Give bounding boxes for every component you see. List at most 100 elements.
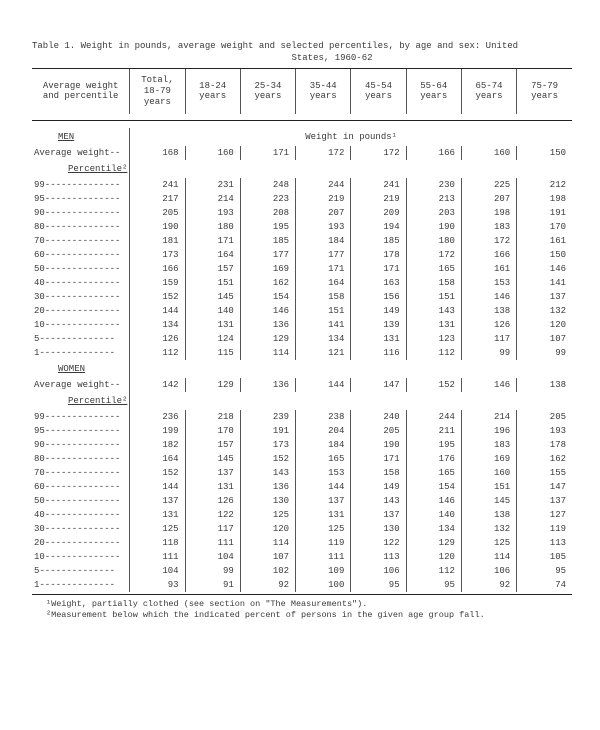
table-row: 70--------------152137143153158165160155 (32, 466, 572, 480)
row-label: 90-------------- (32, 438, 130, 452)
table-row: 30--------------152145154158156151146137 (32, 290, 572, 304)
age-header: 35-44years (296, 69, 351, 113)
cell: 164 (130, 452, 185, 466)
cell: 115 (185, 346, 240, 360)
row-label: 95-------------- (32, 192, 130, 206)
table-row: 50--------------166157169171171165161146 (32, 262, 572, 276)
cell: 104 (130, 564, 185, 578)
cell: 207 (461, 192, 516, 206)
cell: 120 (517, 318, 572, 332)
header-firstcol-l1: Average weight (43, 81, 119, 91)
cell: 205 (351, 424, 406, 438)
cell: 145 (185, 452, 240, 466)
cell: 231 (185, 178, 240, 192)
cell: 244 (296, 178, 351, 192)
cell: 137 (296, 494, 351, 508)
cell: 134 (296, 332, 351, 346)
row-label: 5-------------- (32, 564, 130, 578)
cell: 117 (461, 332, 516, 346)
cell: 198 (461, 206, 516, 220)
cell: 130 (351, 522, 406, 536)
unit-line (130, 360, 572, 378)
cell: 125 (240, 508, 295, 522)
cell: 142 (130, 378, 185, 392)
table-row: 20--------------118111114119122129125113 (32, 536, 572, 550)
cell: 156 (351, 290, 406, 304)
cell: 195 (240, 220, 295, 234)
table-row: 30--------------125117120125130134132119 (32, 522, 572, 536)
table-row: 90--------------182157173184190195183178 (32, 438, 572, 452)
unit-line (130, 160, 572, 178)
cell: 127 (517, 508, 572, 522)
cell: 182 (130, 438, 185, 452)
cell: 155 (517, 466, 572, 480)
table-row: 60--------------144131136144149154151147 (32, 480, 572, 494)
cell: 241 (351, 178, 406, 192)
table-row: 20--------------144140146151149143138132 (32, 304, 572, 318)
cell: 172 (406, 248, 461, 262)
header-row: Average weight and percentile Total,18-7… (32, 69, 572, 113)
cell: 114 (461, 550, 516, 564)
cell: 130 (240, 494, 295, 508)
cell: 152 (240, 452, 295, 466)
cell: 147 (517, 480, 572, 494)
cell: 166 (406, 146, 461, 160)
cell: 113 (351, 550, 406, 564)
cell: 111 (296, 550, 351, 564)
cell: 158 (351, 466, 406, 480)
cell: 137 (130, 494, 185, 508)
cell: 152 (406, 378, 461, 392)
cell: 203 (406, 206, 461, 220)
table-row: 99--------------236218239238240244214205 (32, 410, 572, 424)
cell: 145 (185, 290, 240, 304)
cell: 144 (130, 480, 185, 494)
table-row: 90--------------205193208207209203198191 (32, 206, 572, 220)
cell: 164 (185, 248, 240, 262)
cell: 170 (517, 220, 572, 234)
cell: 239 (240, 410, 295, 424)
cell: 157 (185, 438, 240, 452)
cell: 213 (406, 192, 461, 206)
cell: 137 (185, 466, 240, 480)
cell: 132 (517, 304, 572, 318)
cell: 136 (240, 480, 295, 494)
cell: 143 (351, 494, 406, 508)
cell: 107 (517, 332, 572, 346)
cell: 131 (185, 480, 240, 494)
cell: 164 (296, 276, 351, 290)
cell: 126 (185, 494, 240, 508)
cell: 151 (461, 480, 516, 494)
row-label: 30-------------- (32, 290, 130, 304)
cell: 150 (517, 146, 572, 160)
cell: 170 (185, 424, 240, 438)
cell: 205 (130, 206, 185, 220)
cell: 125 (296, 522, 351, 536)
cell: 212 (517, 178, 572, 192)
cell: 162 (240, 276, 295, 290)
table-row: 10--------------134131136141139131126120 (32, 318, 572, 332)
cell: 172 (296, 146, 351, 160)
cell: 230 (406, 178, 461, 192)
cell: 141 (517, 276, 572, 290)
row-label: 10-------------- (32, 550, 130, 564)
table-row: 5--------------126124129134131123117107 (32, 332, 572, 346)
table-row: Average weight--168160171172172166160150 (32, 146, 572, 160)
cell: 169 (461, 452, 516, 466)
cell: 95 (406, 578, 461, 592)
cell: 113 (517, 536, 572, 550)
cell: 184 (296, 438, 351, 452)
cell: 191 (517, 206, 572, 220)
row-label: 40-------------- (32, 276, 130, 290)
cell: 99 (517, 346, 572, 360)
cell: 91 (185, 578, 240, 592)
cell: 248 (240, 178, 295, 192)
cell: 109 (296, 564, 351, 578)
cell: 151 (406, 290, 461, 304)
cell: 117 (185, 522, 240, 536)
cell: 144 (130, 304, 185, 318)
page: Table 1. Weight in pounds, average weigh… (0, 0, 600, 633)
cell: 225 (461, 178, 516, 192)
cell: 176 (406, 452, 461, 466)
cell: 137 (517, 290, 572, 304)
section-label: Percentile² (32, 160, 130, 178)
